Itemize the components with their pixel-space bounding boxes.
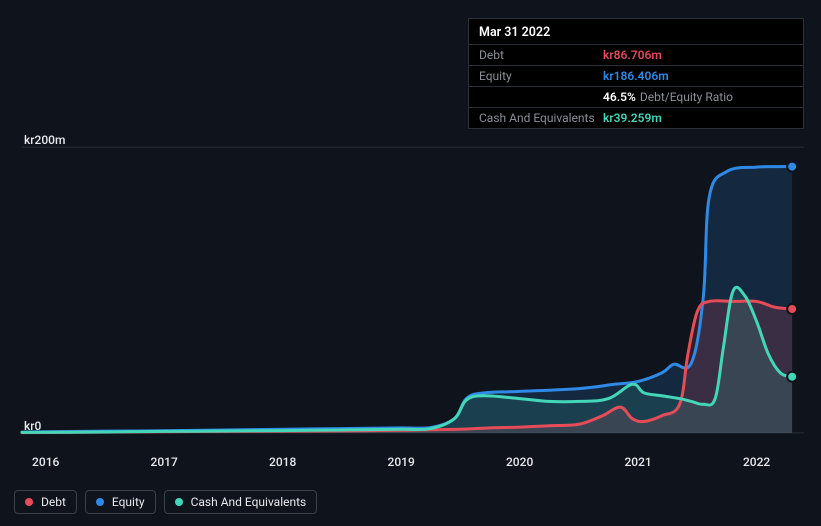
legend-label: Equity xyxy=(112,495,145,509)
x-axis-label: 2020 xyxy=(506,455,533,469)
chart-area[interactable]: kr0kr200m2016201720182019202020212022 xyxy=(14,120,807,460)
legend: Debt Equity Cash And Equivalents xyxy=(14,490,317,514)
tooltip-value: kr39.259m xyxy=(603,111,662,125)
legend-item-equity[interactable]: Equity xyxy=(85,490,156,514)
chart-svg xyxy=(14,120,807,480)
tooltip-value: kr86.706m xyxy=(603,48,662,62)
tooltip-key: Equity xyxy=(479,69,603,83)
tooltip-sub: Debt/Equity Ratio xyxy=(640,90,733,104)
legend-item-cash[interactable]: Cash And Equivalents xyxy=(164,490,318,514)
tooltip-row: Equitykr186.406m xyxy=(469,66,803,87)
tooltip-row: Cash And Equivalentskr39.259m xyxy=(469,108,803,128)
x-axis-label: 2018 xyxy=(269,455,296,469)
legend-item-debt[interactable]: Debt xyxy=(14,490,77,514)
tooltip-rows: Debtkr86.706mEquitykr186.406m46.5%Debt/E… xyxy=(469,45,803,128)
tooltip-key: Debt xyxy=(479,48,603,62)
legend-label: Debt xyxy=(41,495,66,509)
legend-label: Cash And Equivalents xyxy=(191,495,307,509)
y-axis-label: kr200m xyxy=(24,133,65,147)
tooltip-row: Debtkr86.706m xyxy=(469,45,803,66)
legend-dot-icon xyxy=(96,498,104,506)
legend-dot-icon xyxy=(25,498,33,506)
y-axis-label: kr0 xyxy=(24,419,41,433)
tooltip-date: Mar 31 2022 xyxy=(469,19,803,45)
tooltip-value: kr186.406m xyxy=(603,69,669,83)
x-axis-label: 2022 xyxy=(743,455,770,469)
x-axis-label: 2016 xyxy=(32,455,59,469)
x-axis-label: 2021 xyxy=(624,455,651,469)
tooltip-row: 46.5%Debt/Equity Ratio xyxy=(469,87,803,108)
x-axis-label: 2019 xyxy=(388,455,415,469)
legend-dot-icon xyxy=(175,498,183,506)
chart-tooltip: Mar 31 2022 Debtkr86.706mEquitykr186.406… xyxy=(468,18,804,129)
x-axis-label: 2017 xyxy=(151,455,178,469)
tooltip-value: 46.5%Debt/Equity Ratio xyxy=(603,90,733,104)
tooltip-key: Cash And Equivalents xyxy=(479,111,603,125)
